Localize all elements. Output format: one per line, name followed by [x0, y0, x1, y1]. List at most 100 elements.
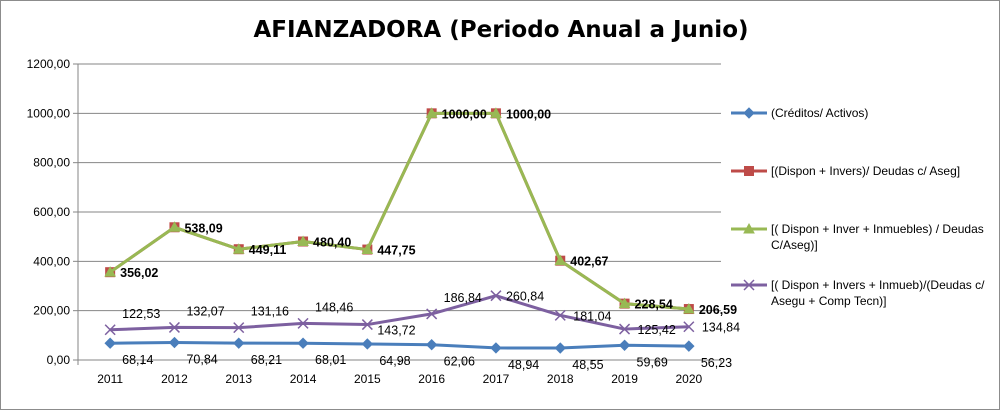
data-labels: 68,14 70,84 68,21 68,01 64,98 62,06 48,94 48,55… [120, 107, 740, 372]
point-marker [554, 309, 566, 321]
data-label: 538,09 [184, 221, 222, 235]
x-tick-label: 2018 [547, 372, 574, 386]
y-tick-label: 0,00 [47, 353, 71, 367]
data-label: 1000,00 [506, 107, 551, 121]
x-tick-label: 2020 [675, 372, 702, 386]
point-marker [297, 317, 309, 329]
point-marker [297, 235, 309, 247]
data-label: 125,42 [638, 323, 676, 337]
x-tick-label: 2011 [97, 372, 123, 386]
legend-label: [( Dispon + Invers + Inmueb)/(Deudas c/ [771, 278, 985, 292]
data-label: 206,59 [699, 303, 737, 317]
point-marker [490, 290, 502, 302]
point-marker [104, 337, 116, 349]
point-marker [297, 337, 309, 349]
data-label: 356,02 [120, 266, 158, 280]
legend-entry-4: [( Dispon + Invers + Inmueb)/(Deudas c/A… [731, 278, 985, 308]
legend: (Créditos/ Activos) [(Dispon + Invers)/ D… [731, 106, 985, 308]
y-tick-label: 600,00 [33, 205, 70, 219]
data-label: 402,67 [570, 255, 608, 269]
y-tick-label: 1200,00 [27, 57, 71, 71]
point-marker [233, 337, 245, 349]
data-label: 181,04 [573, 309, 611, 323]
point-marker [554, 254, 567, 266]
x-tick-label: 2019 [611, 372, 638, 386]
chart-title: AFIANZADORA (Periodo Anual a Junio) [253, 17, 748, 43]
point-marker [361, 243, 374, 255]
series-line [109, 111, 689, 311]
data-label: 122,53 [122, 307, 160, 321]
data-label: 62,06 [444, 355, 475, 369]
data-label: 48,94 [508, 358, 539, 372]
x-tick-label: 2012 [161, 372, 188, 386]
series-3 [104, 107, 695, 314]
series-line [110, 341, 689, 350]
y-tick-label: 1000,00 [27, 106, 71, 120]
legend-label: [( Dispon + Inver + Inmuebles) / Deudas [771, 222, 984, 236]
y-tick-label: 800,00 [33, 156, 70, 170]
point-marker [168, 321, 180, 333]
data-label: 1000,00 [442, 107, 487, 121]
point-marker [743, 107, 755, 119]
series-1 [104, 336, 695, 354]
data-label: 56,23 [701, 356, 732, 370]
y-tick-label: 200,00 [33, 304, 70, 318]
point-marker [743, 222, 755, 234]
point-marker [490, 107, 502, 118]
point-marker [233, 322, 245, 334]
data-label: 260,84 [506, 290, 544, 304]
point-marker [683, 340, 695, 352]
point-marker [618, 297, 631, 309]
data-label: 131,16 [251, 305, 289, 319]
legend-label: C/Aseg)] [771, 238, 818, 252]
data-label: 132,07 [186, 304, 224, 318]
point-marker [232, 243, 245, 254]
point-marker [168, 221, 181, 232]
legend-entry-3: [( Dispon + Inver + Inmuebles) / Deudas C… [731, 222, 984, 252]
axes: 0,00 200,00 400,00 600,00 800,00 1000,00 1200,… [27, 57, 722, 386]
point-marker [683, 303, 695, 314]
data-label: 134,84 [702, 321, 740, 335]
point-marker [619, 323, 631, 335]
point-marker [743, 279, 755, 291]
data-label: 64,98 [379, 354, 410, 368]
data-label: 68,01 [315, 353, 346, 367]
point-marker [168, 336, 181, 349]
gridlines [78, 63, 721, 312]
point-marker [425, 338, 438, 351]
legend-label: (Créditos/ Activos) [771, 106, 868, 120]
x-tick-label: 2017 [483, 372, 510, 386]
x-tick-label: 2013 [225, 372, 252, 386]
data-label: 59,69 [637, 355, 668, 369]
point-marker [490, 342, 502, 354]
data-label: 186,84 [444, 291, 482, 305]
point-marker [361, 338, 374, 350]
legend-entry-2: [(Dispon + Invers)/ Deudas c/ Aseg] [731, 164, 960, 178]
data-label: 447,75 [377, 244, 415, 258]
data-label: 48,55 [572, 358, 603, 372]
point-marker [425, 107, 438, 118]
x-tick-label: 2014 [290, 372, 317, 386]
point-marker [618, 339, 631, 351]
point-marker [104, 324, 116, 336]
series-line [110, 294, 689, 332]
data-label: 449,11 [249, 243, 287, 257]
data-label: 148,46 [315, 300, 353, 314]
data-label: 70,84 [186, 353, 217, 367]
series-4 [104, 290, 695, 336]
legend-label: [(Dispon + Invers)/ Deudas c/ Aseg] [771, 164, 960, 178]
data-label: 228,54 [635, 298, 673, 312]
legend-label: Asegu + Comp Tecn)] [771, 294, 887, 308]
x-tick-label: 2015 [354, 372, 381, 386]
series-line [109, 111, 689, 311]
data-label: 143,72 [377, 324, 415, 338]
data-label: 68,14 [122, 353, 153, 367]
x-tick-label: 2016 [418, 372, 445, 386]
point-marker [554, 342, 566, 354]
series-2 [105, 108, 694, 315]
point-marker [683, 321, 695, 333]
point-marker [361, 319, 373, 331]
data-label: 68,21 [251, 353, 282, 367]
